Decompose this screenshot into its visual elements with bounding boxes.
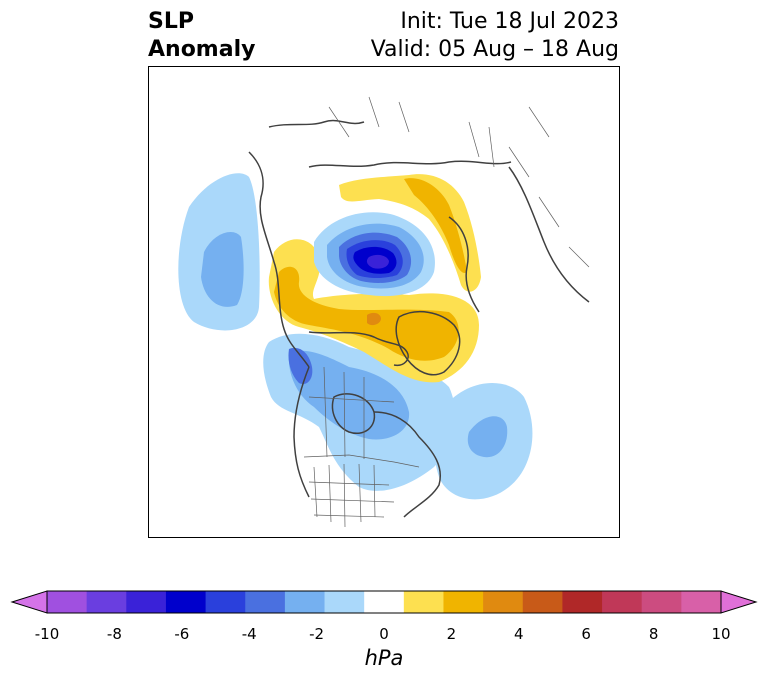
colorbar-cell [681,591,722,613]
colorbar-tick-label: -8 [106,625,122,643]
colorbar-cell [245,591,286,613]
title-line-1: SLP [148,9,194,34]
colorbar-cell [443,591,484,613]
na-east-coast [373,411,441,518]
colorbar-cell [562,591,603,613]
colorbar-cell [602,591,643,613]
borders [303,96,590,528]
coastlines [248,119,590,518]
colorbar-cell [522,591,563,613]
north-atlantic-low-inner [467,416,508,458]
colorbar-cell [364,591,405,613]
colorbar-tick-label: -10 [34,625,60,643]
us-canada-border [303,454,420,468]
colorbar-tick-label: -6 [174,625,190,643]
siberia-high-inner [404,178,467,273]
colorbar-cell [324,591,365,613]
colorbar-label: hPa [364,646,404,670]
anomaly-map [149,96,590,528]
colorbar-tick-label: -2 [309,625,325,643]
map-edge-blank [149,285,157,319]
validity-info: Init: Tue 18 Jul 2023 Valid: 05 Aug – 18… [371,8,619,64]
greenland-high-core [367,312,381,326]
colorbar-tick-label: 10 [711,625,731,643]
colorbar-cell [86,591,127,613]
colorbar-tick-label: 6 [581,625,591,643]
scandinavia-coast [448,216,480,313]
colorbar-cell [126,591,167,613]
canada-province-lines [308,366,395,459]
greenland-high-inner [274,266,459,361]
colorbar-cell [205,591,246,613]
anomaly-fields [149,173,533,500]
colorbar-cell [483,591,524,613]
colorbar-max-extend [720,590,758,614]
colorbar-tick-label: 4 [514,625,524,643]
canadian-archipelago [308,331,409,367]
eurasia-coast [308,160,512,168]
alaska-coast [248,151,310,368]
asia-borders [328,96,410,138]
colorbar-cell [47,591,88,613]
init-date: Init: Tue 18 Jul 2023 [400,9,619,34]
chart-title: SLP Anomaly [148,8,255,64]
north-pacific-low-inner [201,232,244,307]
colorbar-tick-label: 0 [379,625,389,643]
colorbar-cells [47,591,722,613]
siberia-east-coast [268,119,365,128]
colorbar-tick-label: -4 [241,625,257,643]
us-state-lines-2 [308,481,395,518]
europe-borders [468,106,590,268]
arctic-low-core [366,254,389,269]
colorbar-cell [284,591,326,613]
colorbar-min-extend [10,590,48,614]
map-panel [148,66,620,538]
colorbar-cell [403,591,444,613]
hudson-bay [331,393,376,434]
colorbar-cell [641,591,682,613]
colorbar-outline [46,590,722,614]
valid-range: Valid: 05 Aug – 18 Aug [370,37,619,62]
europe-coast [508,166,590,303]
colorbar-tick-label: 8 [648,625,659,643]
us-state-lines-1 [313,463,376,528]
greenland-coast [395,310,461,376]
colorbar-tick-label: 2 [446,625,457,643]
colorbar-cell [165,591,207,613]
colorbar [10,590,758,614]
title-line-2: Anomaly [148,37,256,62]
north-america-low-mid [288,350,410,440]
na-west-coast [293,366,310,498]
